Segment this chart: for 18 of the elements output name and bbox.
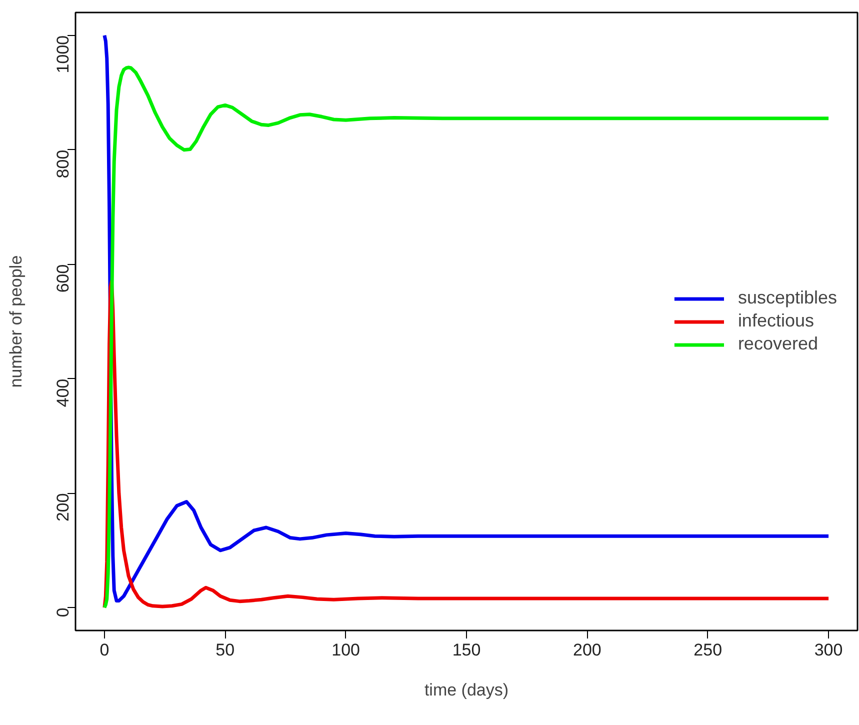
x-tick-label: 250 bbox=[694, 640, 722, 660]
x-tick-label: 200 bbox=[572, 640, 602, 660]
y-tick-label: 0 bbox=[54, 608, 72, 618]
x-tick-label: 300 bbox=[814, 640, 843, 660]
y-axis-title: number of people bbox=[6, 255, 26, 388]
y-tick-label: 800 bbox=[54, 150, 72, 178]
legend-label: infectious bbox=[738, 310, 814, 332]
x-tick-label: 0 bbox=[100, 640, 110, 660]
y-tick-label: 1000 bbox=[54, 35, 72, 74]
y-tick-label: 400 bbox=[54, 378, 72, 408]
x-tick-label: 100 bbox=[332, 640, 360, 660]
legend-label: recovered bbox=[738, 334, 818, 354]
x-tick-label: 150 bbox=[452, 640, 481, 660]
x-tick-label: 50 bbox=[216, 640, 235, 660]
y-tick-label: 600 bbox=[54, 264, 72, 293]
x-axis-title: time (days) bbox=[424, 680, 509, 700]
legend-label: susceptibles bbox=[738, 288, 837, 308]
y-tick-label: 200 bbox=[54, 493, 72, 522]
